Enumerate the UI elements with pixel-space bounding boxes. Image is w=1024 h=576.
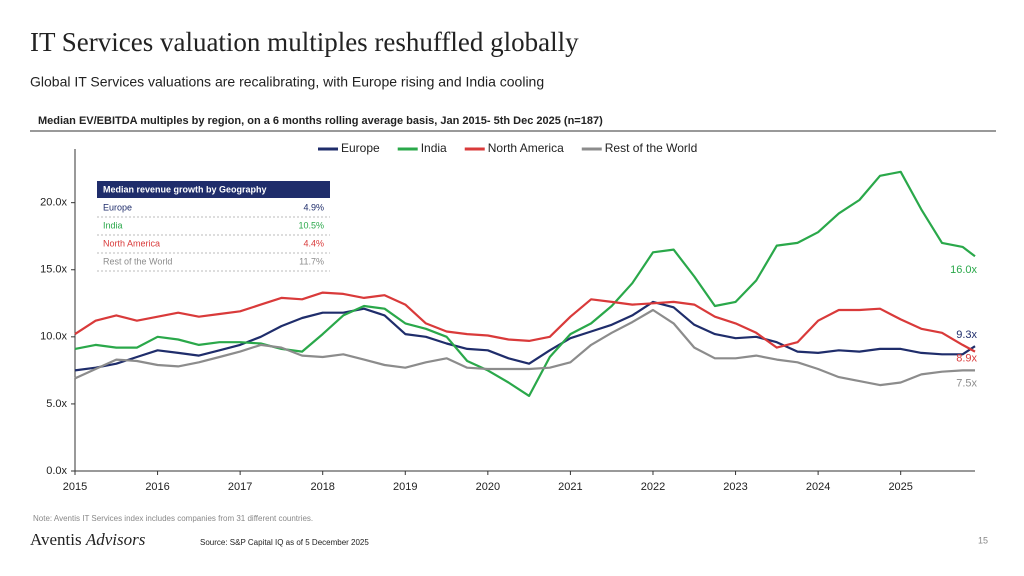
series-line	[74, 308, 975, 387]
x-tick-label: 2025	[888, 481, 912, 493]
chart-title: Median EV/EBITDA multiples by region, on…	[38, 115, 603, 127]
end-label: 8.9x	[956, 352, 977, 364]
logo-suffix: Advisors	[85, 530, 146, 549]
legend-label: Europe	[341, 141, 380, 155]
end-label: 9.3x	[956, 329, 977, 341]
note: Note: Aventis IT Services index includes…	[33, 514, 313, 523]
series-line	[74, 291, 976, 353]
inset-label: Rest of the World	[103, 256, 172, 266]
x-tick-label: 2016	[145, 481, 169, 493]
x-tick-label: 2020	[476, 481, 500, 493]
logo: Aventis Advisors	[30, 530, 146, 549]
series-line	[74, 170, 976, 397]
inset-label: India	[103, 220, 123, 230]
slide-title: IT Services valuation multiples reshuffl…	[30, 27, 579, 57]
inset-value: 4.4%	[303, 238, 324, 248]
y-tick-label: 0.0x	[46, 465, 67, 477]
x-tick-label: 2023	[723, 481, 747, 493]
series-line	[74, 300, 976, 372]
inset-label: Europe	[103, 202, 132, 212]
y-tick-label: 5.0x	[46, 398, 67, 410]
end-label: 16.0x	[950, 264, 977, 276]
slide-subtitle: Global IT Services valuations are recali…	[30, 74, 544, 90]
source: Source: S&P Capital IQ as of 5 December …	[200, 538, 369, 547]
inset-header-bg	[97, 181, 330, 198]
page-number: 15	[978, 535, 988, 545]
x-tick-label: 2021	[558, 481, 582, 493]
y-tick-label: 20.0x	[40, 197, 67, 209]
inset-label: North America	[103, 238, 160, 248]
legend-label: North America	[488, 141, 564, 155]
legend-label: Rest of the World	[605, 141, 697, 155]
x-tick-label: 2024	[806, 481, 830, 493]
inset-value: 4.9%	[303, 202, 324, 212]
inset-title: Median revenue growth by Geography	[103, 184, 267, 194]
y-tick-label: 10.0x	[40, 331, 67, 343]
inset-value: 11.7%	[299, 256, 324, 266]
x-tick-label: 2019	[393, 481, 417, 493]
legend-label: India	[421, 141, 447, 155]
y-tick-label: 15.0x	[40, 264, 67, 276]
end-label: 7.5x	[956, 377, 977, 389]
x-tick-label: 2022	[641, 481, 665, 493]
x-tick-label: 2015	[63, 481, 87, 493]
inset-value: 10.5%	[298, 220, 324, 230]
logo-name: Aventis	[30, 530, 82, 549]
x-tick-label: 2017	[228, 481, 252, 493]
x-tick-label: 2018	[310, 481, 334, 493]
